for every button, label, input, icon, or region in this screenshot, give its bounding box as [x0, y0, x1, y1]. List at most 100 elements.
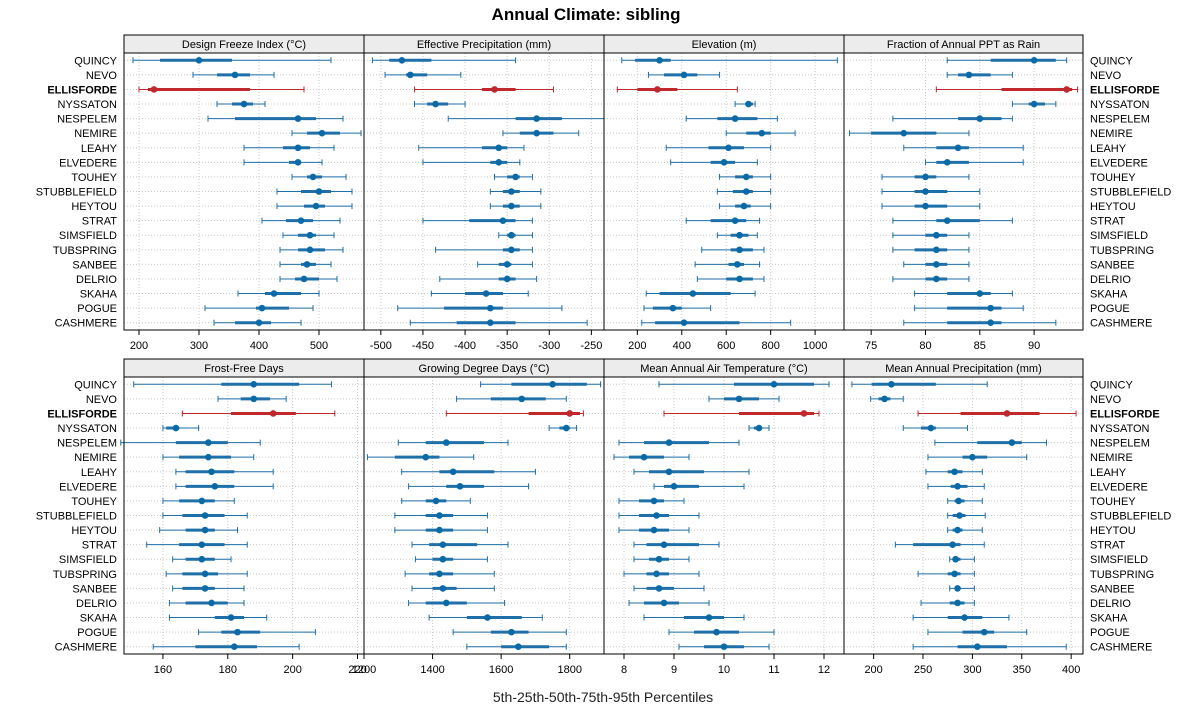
site-marks-tubspring: [435, 246, 533, 254]
site-label-left: SIMSFIELD: [59, 554, 117, 566]
point-median: [980, 628, 988, 636]
point-median: [318, 129, 326, 137]
x-tick-label: 400: [250, 340, 268, 352]
site-marks-simsfield: [892, 231, 970, 239]
site-marks-skaha: [645, 290, 756, 297]
site-marks-strat: [685, 217, 761, 224]
site-marks-ellisforde: [663, 410, 820, 417]
panel-grid: Design Freeze Index (°C) 200 300 400 500 Effe…: [36, 34, 1171, 676]
point-median: [250, 395, 258, 403]
point-median: [987, 319, 994, 327]
site-label-left: LEAHY: [81, 467, 118, 479]
point-median: [650, 497, 658, 505]
panel-elevation-m: Elevation (m) 200 400 600 800 1000: [603, 34, 845, 352]
point-median: [487, 304, 494, 312]
point-median: [640, 453, 648, 461]
x-tick-label: 800: [761, 340, 779, 352]
chart-title: Annual Climate: sibling: [492, 5, 681, 24]
site-marks-tubspring: [165, 570, 248, 578]
site-marks-nevo: [870, 395, 904, 403]
point-median: [508, 231, 515, 239]
x-tick-label: 9: [671, 664, 677, 676]
point-median: [736, 246, 743, 254]
site-label-right: POGUE: [1090, 627, 1130, 639]
point-median: [514, 643, 522, 651]
site-label-right: NESPELEM: [1090, 114, 1150, 126]
site-marks-touhey: [719, 173, 772, 181]
site-marks-strat: [146, 541, 248, 548]
point-median: [758, 129, 766, 137]
point-median: [240, 100, 248, 108]
panel-title: Elevation (m): [692, 39, 757, 51]
panel-frost-free-days: Frost-Free Days 160 180 200 220: [120, 358, 367, 676]
site-marks-nemire: [162, 453, 255, 461]
point-median: [499, 217, 507, 224]
point-median: [201, 585, 209, 592]
site-marks-delrio: [408, 599, 506, 607]
point-median: [503, 261, 511, 268]
point-median: [660, 541, 668, 548]
site-label-left: STRAT: [82, 216, 118, 228]
point-median: [660, 599, 668, 607]
x-tick-label: -350: [496, 340, 518, 352]
site-marks-cashmere: [912, 643, 1067, 651]
site-label-right: QUINCY: [1090, 55, 1133, 67]
site-label-right: TOUHEY: [1090, 172, 1136, 184]
site-label-left: TOUHEY: [71, 496, 117, 508]
x-tick-label: 8: [621, 664, 627, 676]
site-marks-nespelem: [120, 439, 261, 446]
site-label-left: SANBEE: [72, 583, 117, 595]
site-marks-strat: [892, 217, 1013, 224]
point-median: [1030, 56, 1038, 64]
site-marks-strat: [422, 217, 533, 224]
x-tick-label: 10: [718, 664, 730, 676]
site-label-right: NESPELEM: [1090, 438, 1150, 450]
site-marks-skaha: [643, 614, 745, 621]
site-marks-touhey: [291, 173, 347, 181]
site-label-left: ELLISFORDE: [47, 84, 117, 96]
x-tick-label: 75: [865, 340, 877, 352]
site-marks-leahy: [665, 144, 772, 152]
point-median: [484, 614, 491, 621]
point-median: [655, 585, 663, 592]
site-marks-pogue: [452, 628, 567, 636]
site-marks-delrio: [892, 275, 970, 283]
site-marks-tubspring: [279, 246, 344, 254]
point-median: [201, 526, 209, 534]
point-median: [976, 290, 984, 297]
point-median: [922, 188, 929, 195]
site-label-right: STUBBLEFIELD: [1090, 187, 1171, 199]
site-label-left: TUBSPRING: [53, 245, 117, 257]
site-label-left: NEMIRE: [74, 452, 117, 464]
point-median: [231, 71, 239, 79]
point-median: [961, 614, 968, 621]
site-marks-ellisforde: [935, 86, 1079, 93]
point-median: [508, 628, 515, 636]
site-marks-ellisforde: [445, 410, 584, 417]
point-median: [398, 56, 406, 64]
point-median: [205, 453, 212, 461]
point-median: [987, 304, 994, 312]
site-label-left: POGUE: [77, 627, 117, 639]
point-median: [533, 129, 540, 137]
site-marks-quincy: [480, 380, 602, 388]
point-median: [680, 319, 688, 327]
site-marks-cashmere: [641, 319, 792, 327]
site-label-right: SIMSFIELD: [1090, 230, 1148, 242]
point-median: [487, 319, 494, 327]
point-median: [533, 115, 540, 122]
point-median: [508, 246, 515, 254]
site-marks-nyssaton: [748, 424, 770, 432]
site-marks-pogue: [204, 304, 314, 312]
site-label-right: NEVO: [1090, 70, 1122, 82]
site-marks-simsfield: [949, 555, 975, 563]
site-marks-quincy: [371, 56, 517, 64]
site-marks-delrio: [696, 275, 765, 283]
x-tick-label: -300: [538, 340, 560, 352]
panel-growing-degree-days-c: Growing Degree Days (°C) 1200 1400 1600 1800: [352, 358, 605, 676]
site-marks-heytou: [881, 202, 981, 210]
point-median: [720, 643, 728, 651]
site-marks-quincy: [851, 380, 988, 388]
point-median: [745, 100, 752, 108]
